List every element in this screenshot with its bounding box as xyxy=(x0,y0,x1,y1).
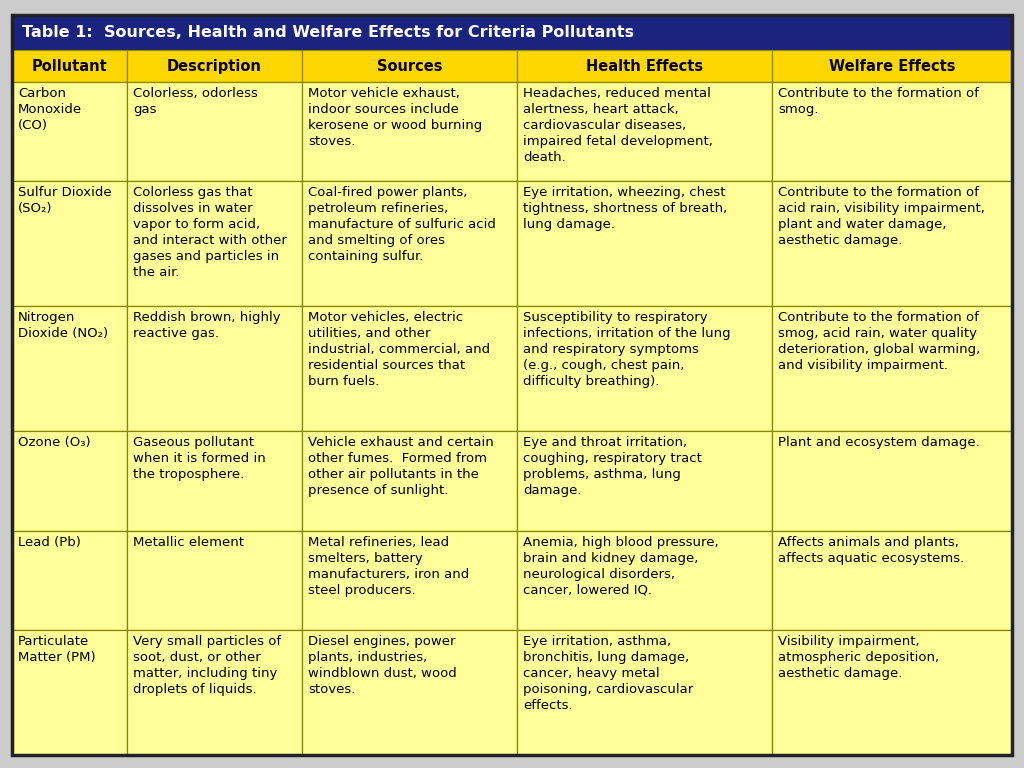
Bar xyxy=(127,82,302,181)
Bar xyxy=(12,51,127,82)
Bar xyxy=(12,15,1012,51)
Text: Gaseous pollutant
when it is formed in
the troposphere.: Gaseous pollutant when it is formed in t… xyxy=(133,436,266,482)
Text: Description: Description xyxy=(167,58,262,74)
Text: Very small particles of
soot, dust, or other
matter, including tiny
droplets of : Very small particles of soot, dust, or o… xyxy=(133,635,282,696)
Bar xyxy=(12,630,127,755)
Bar xyxy=(772,531,1012,630)
Text: Susceptibility to respiratory
infections, irritation of the lung
and respiratory: Susceptibility to respiratory infections… xyxy=(523,311,731,388)
Text: Contribute to the formation of
smog.: Contribute to the formation of smog. xyxy=(778,87,979,116)
Text: Eye irritation, wheezing, chest
tightness, shortness of breath,
lung damage.: Eye irritation, wheezing, chest tightnes… xyxy=(523,186,727,231)
Bar xyxy=(772,51,1012,82)
Text: Diesel engines, power
plants, industries,
windblown dust, wood
stoves.: Diesel engines, power plants, industries… xyxy=(308,635,457,696)
Text: Visibility impairment,
atmospheric deposition,
aesthetic damage.: Visibility impairment, atmospheric depos… xyxy=(778,635,939,680)
Text: Plant and ecosystem damage.: Plant and ecosystem damage. xyxy=(778,436,980,449)
Text: Affects animals and plants,
affects aquatic ecosystems.: Affects animals and plants, affects aqua… xyxy=(778,535,965,564)
Bar xyxy=(127,51,302,82)
Text: Contribute to the formation of
smog, acid rain, water quality
deterioration, glo: Contribute to the formation of smog, aci… xyxy=(778,311,980,372)
Bar xyxy=(127,181,302,306)
Bar xyxy=(772,630,1012,755)
Bar xyxy=(127,306,302,432)
Bar xyxy=(517,531,772,630)
Bar xyxy=(302,432,517,531)
Bar xyxy=(302,51,517,82)
Bar xyxy=(302,306,517,432)
Bar xyxy=(517,306,772,432)
Bar xyxy=(517,51,772,82)
Bar xyxy=(517,630,772,755)
Text: Carbon
Monoxide
(CO): Carbon Monoxide (CO) xyxy=(18,87,82,132)
Bar xyxy=(517,181,772,306)
Text: Reddish brown, highly
reactive gas.: Reddish brown, highly reactive gas. xyxy=(133,311,281,340)
Text: Sulfur Dioxide
(SO₂): Sulfur Dioxide (SO₂) xyxy=(18,186,112,215)
Text: Particulate
Matter (PM): Particulate Matter (PM) xyxy=(18,635,95,664)
Text: Sources: Sources xyxy=(377,58,442,74)
Text: Anemia, high blood pressure,
brain and kidney damage,
neurological disorders,
ca: Anemia, high blood pressure, brain and k… xyxy=(523,535,719,597)
Bar xyxy=(302,181,517,306)
Bar xyxy=(517,82,772,181)
Text: Lead (Pb): Lead (Pb) xyxy=(18,535,81,548)
Text: Headaches, reduced mental
alertness, heart attack,
cardiovascular diseases,
impa: Headaches, reduced mental alertness, hea… xyxy=(523,87,713,164)
Text: Nitrogen
Dioxide (NO₂): Nitrogen Dioxide (NO₂) xyxy=(18,311,109,340)
Text: Table 1:  Sources, Health and Welfare Effects for Criteria Pollutants: Table 1: Sources, Health and Welfare Eff… xyxy=(22,25,634,40)
Text: Coal-fired power plants,
petroleum refineries,
manufacture of sulfuric acid
and : Coal-fired power plants, petroleum refin… xyxy=(308,186,496,263)
Text: Metallic element: Metallic element xyxy=(133,535,244,548)
Bar xyxy=(12,306,127,432)
Text: Colorless gas that
dissolves in water
vapor to form acid,
and interact with othe: Colorless gas that dissolves in water va… xyxy=(133,186,287,279)
Bar xyxy=(517,432,772,531)
Bar xyxy=(772,181,1012,306)
Bar xyxy=(12,82,127,181)
Bar xyxy=(302,630,517,755)
Bar xyxy=(12,531,127,630)
Bar xyxy=(772,432,1012,531)
Text: Contribute to the formation of
acid rain, visibility impairment,
plant and water: Contribute to the formation of acid rain… xyxy=(778,186,985,247)
Bar xyxy=(127,432,302,531)
Text: Vehicle exhaust and certain
other fumes.  Formed from
other air pollutants in th: Vehicle exhaust and certain other fumes.… xyxy=(308,436,494,498)
Bar xyxy=(302,82,517,181)
Bar xyxy=(127,531,302,630)
Text: Motor vehicle exhaust,
indoor sources include
kerosene or wood burning
stoves.: Motor vehicle exhaust, indoor sources in… xyxy=(308,87,482,147)
Text: Pollutant: Pollutant xyxy=(32,58,108,74)
Text: Eye and throat irritation,
coughing, respiratory tract
problems, asthma, lung
da: Eye and throat irritation, coughing, res… xyxy=(523,436,701,498)
Bar xyxy=(12,181,127,306)
Bar xyxy=(772,82,1012,181)
Text: Motor vehicles, electric
utilities, and other
industrial, commercial, and
reside: Motor vehicles, electric utilities, and … xyxy=(308,311,490,388)
Text: Metal refineries, lead
smelters, battery
manufacturers, iron and
steel producers: Metal refineries, lead smelters, battery… xyxy=(308,535,469,597)
Text: Health Effects: Health Effects xyxy=(586,58,703,74)
Bar xyxy=(127,630,302,755)
Bar xyxy=(12,432,127,531)
Text: Ozone (O₃): Ozone (O₃) xyxy=(18,436,91,449)
Text: Eye irritation, asthma,
bronchitis, lung damage,
cancer, heavy metal
poisoning, : Eye irritation, asthma, bronchitis, lung… xyxy=(523,635,693,712)
Text: Welfare Effects: Welfare Effects xyxy=(828,58,955,74)
Bar xyxy=(302,531,517,630)
Text: Colorless, odorless
gas: Colorless, odorless gas xyxy=(133,87,258,116)
Bar xyxy=(772,306,1012,432)
